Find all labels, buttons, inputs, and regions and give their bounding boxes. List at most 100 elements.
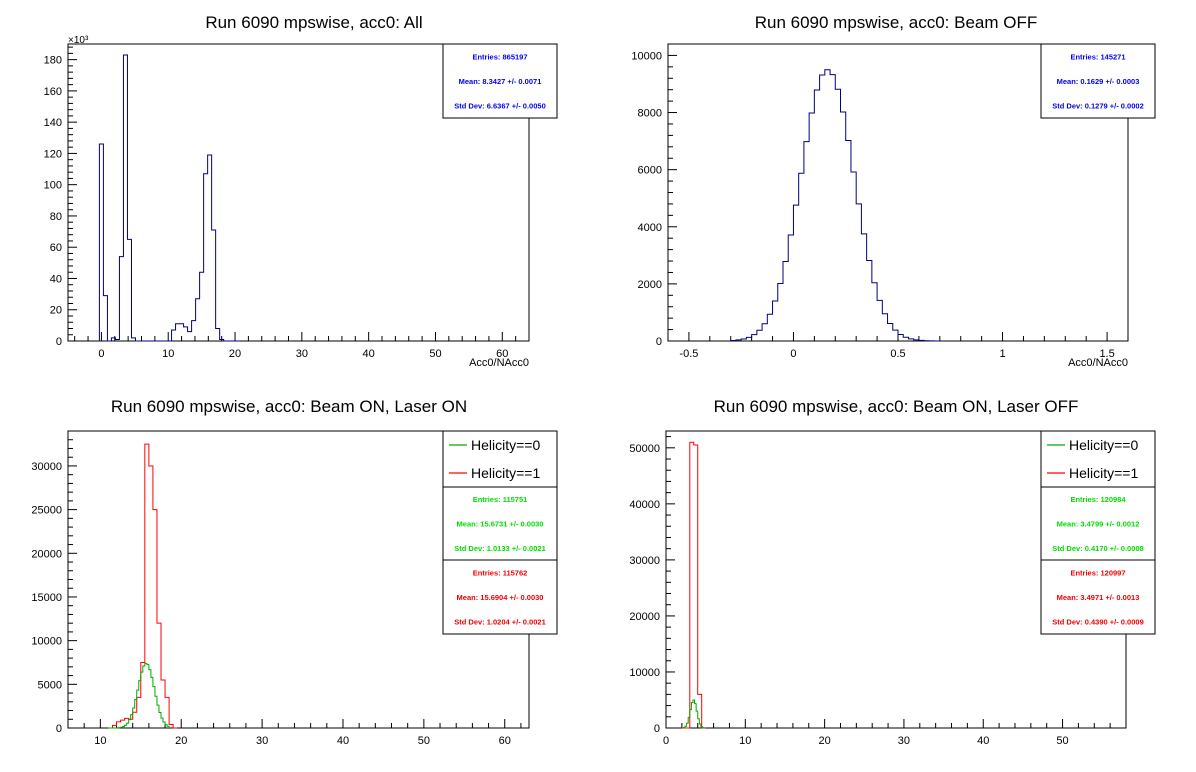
x-tick-label: 20 [229, 348, 241, 360]
x-tick-label: 30 [898, 735, 910, 747]
y-tick-label: 40000 [629, 499, 660, 511]
y-tick-label: 30000 [629, 555, 660, 567]
y-tick-label: 10000 [629, 667, 660, 679]
stats-line: Entries: 865197 [472, 52, 527, 61]
chart-panel-4: Run 6090 mpswise, acc0: Beam ON, Laser O… [629, 397, 1156, 747]
x-tick-label: 50 [429, 348, 441, 360]
stats-box [1040, 43, 1156, 119]
histogram-series-2 [108, 662, 170, 729]
stats-box [1040, 486, 1156, 561]
y-tick-label: 4000 [638, 222, 662, 234]
legend-entry: Helicity==1 [471, 465, 540, 481]
x-tick-label: 50 [1056, 735, 1068, 747]
stats-line: Std Dev: 0.1279 +/- 0.0002 [1052, 102, 1144, 111]
legend-box [442, 430, 558, 488]
y-tick-label: 20 [50, 305, 62, 317]
x-tick-label: 1.5 [1099, 348, 1114, 360]
legend-entry: Helicity==0 [471, 437, 540, 453]
x-tick-label: 40 [363, 348, 375, 360]
y-tick-label: 6000 [638, 165, 662, 177]
y-tick-label: 30000 [31, 461, 62, 473]
x-tick-label: 10 [94, 735, 106, 747]
x-tick-label: 60 [496, 348, 508, 360]
legend-entry: Helicity==0 [1069, 437, 1138, 453]
y-tick-label: 60 [50, 242, 62, 254]
stats-line: Mean: 15.6731 +/- 0.0030 [457, 520, 544, 529]
stats-line: Entries: 145271 [1070, 52, 1125, 61]
x-tick-label: 30 [256, 735, 268, 747]
stats-box [1040, 559, 1156, 635]
y-tick-label: 180 [44, 55, 62, 67]
plot-frame [67, 43, 530, 342]
stats-box [442, 486, 558, 561]
stats-line: Std Dev: 1.0204 +/- 0.0021 [454, 618, 546, 627]
chart-panel-2: Run 6090 mpswise, acc0: Beam OFF -0.5 0 0.5… [631, 13, 1156, 369]
stats-line: Entries: 120997 [1070, 568, 1125, 577]
stats-line: Entries: 120984 [1070, 495, 1126, 504]
histogram-series-2 [682, 699, 705, 729]
x-tick-label: 60 [499, 735, 511, 747]
x-tick-label: 0.5 [890, 348, 905, 360]
y-tick-label: 0 [56, 723, 62, 735]
chart-title: Run 6090 mpswise, acc0: Beam ON, Laser O… [111, 397, 467, 416]
histogram-series-1 [111, 443, 178, 729]
x-tick-label: 40 [337, 735, 349, 747]
stats-line: Std Dev: 6.6367 +/- 0.0050 [454, 102, 546, 111]
x-tick-label: 10 [162, 348, 174, 360]
chart-title: Run 6090 mpswise, acc0: Beam OFF [755, 13, 1038, 32]
y-tick-label: 50000 [629, 443, 660, 455]
stats-line: Mean: 15.6904 +/- 0.0030 [457, 593, 544, 602]
x-tick-label: 0 [790, 348, 796, 360]
y-tick-label: 0 [56, 336, 62, 348]
chart-panel-3: Run 6090 mpswise, acc0: Beam ON, Laser O… [31, 397, 558, 747]
legend-box [1040, 430, 1156, 488]
stats-line: Mean: 8.3427 +/- 0.0071 [459, 77, 542, 86]
y-tick-label: 5000 [38, 679, 62, 691]
x-axis-label: Acc0/NAcc0 [1068, 357, 1128, 369]
y-tick-label: 10000 [631, 50, 662, 62]
y-tick-label: 20000 [31, 548, 62, 560]
y-tick-label: 8000 [638, 108, 662, 120]
x-tick-label: 20 [818, 735, 830, 747]
y-tick-label: 0 [654, 723, 660, 735]
y-tick-label: 140 [44, 117, 62, 129]
stats-line: Entries: 115762 [473, 568, 528, 577]
y-tick-label: 2000 [638, 279, 662, 291]
histogram-series-1 [681, 441, 706, 729]
x-tick-label: 10 [739, 735, 751, 747]
stats-line: Mean: 3.4971 +/- 0.0013 [1057, 593, 1140, 602]
x-tick-label: 40 [977, 735, 989, 747]
chart-panel-1: Run 6090 mpswise, acc0: All 0 10 20 30 40 50 60… [44, 13, 558, 369]
y-tick-label: 100 [44, 180, 62, 192]
x-tick-label: 30 [296, 348, 308, 360]
histogram-series-1 [98, 54, 240, 342]
stats-box [442, 559, 558, 635]
y-tick-label: 120 [44, 148, 62, 160]
x-tick-label: 50 [418, 735, 430, 747]
x-tick-label: 0 [663, 735, 669, 747]
x-tick-label: 0 [98, 348, 104, 360]
y-tick-label: 160 [44, 86, 62, 98]
y-tick-label: 20000 [629, 611, 660, 623]
x-tick-label: -0.5 [679, 348, 698, 360]
stats-line: Std Dev: 0.4170 +/- 0.0008 [1052, 544, 1144, 553]
chart-title: Run 6090 mpswise, acc0: All [205, 13, 422, 32]
chart-title: Run 6090 mpswise, acc0: Beam ON, Laser O… [714, 397, 1079, 416]
y-tick-label: 10000 [31, 636, 62, 648]
stats-line: Mean: 0.1629 +/- 0.0003 [1057, 77, 1140, 86]
stats-line: Std Dev: 1.0133 +/- 0.0021 [454, 544, 546, 553]
x-axis-label: Acc0/NAcc0 [469, 357, 529, 369]
histogram-series-1 [730, 69, 941, 342]
x-tick-label: 20 [175, 735, 187, 747]
legend-entry: Helicity==1 [1069, 465, 1138, 481]
stats-line: Entries: 115751 [473, 495, 528, 504]
y-tick-label: 25000 [31, 505, 62, 517]
x-tick-label: 1 [999, 348, 1005, 360]
stats-line: Mean: 3.4799 +/- 0.0012 [1057, 520, 1140, 529]
stats-box [442, 43, 558, 119]
y-tick-label: 15000 [31, 592, 62, 604]
y-multiplier-label: ×10³ [68, 35, 89, 46]
y-tick-label: 80 [50, 211, 62, 223]
y-tick-label: 0 [656, 336, 662, 348]
